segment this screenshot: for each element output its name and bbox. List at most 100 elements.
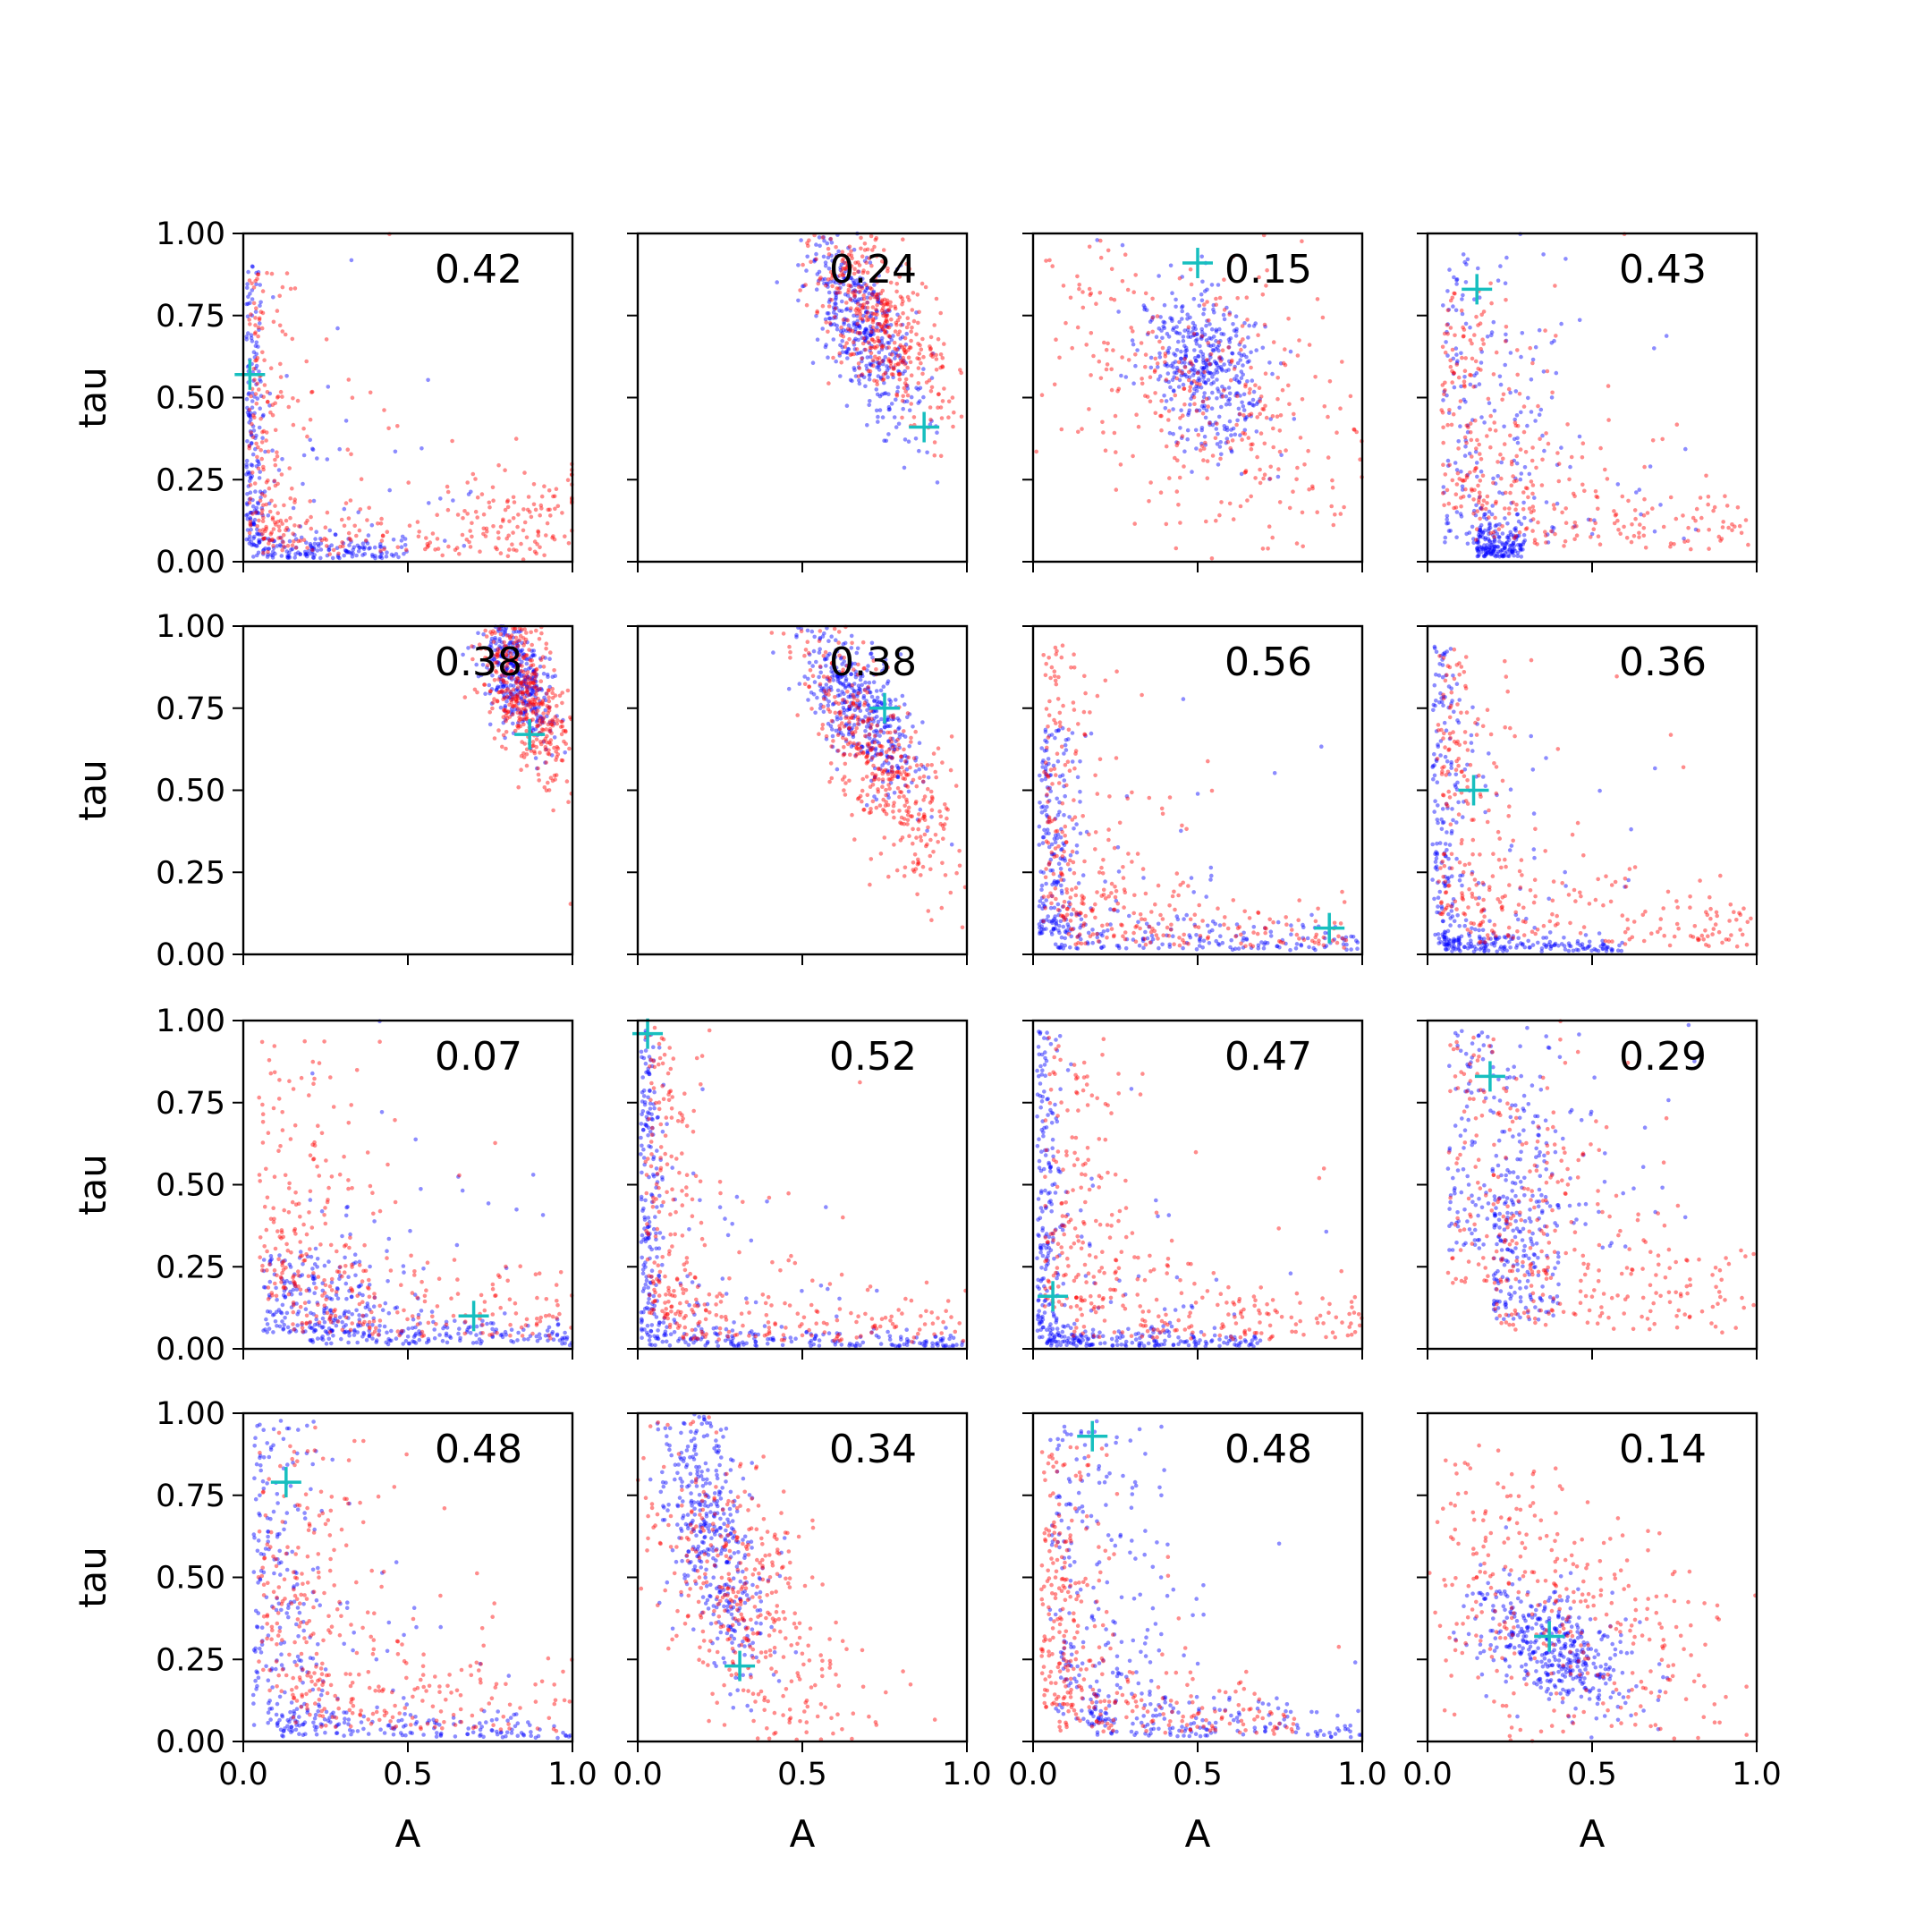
data-point-blue — [1268, 934, 1274, 938]
data-point-red — [288, 515, 292, 521]
data-point-blue — [1521, 500, 1526, 505]
data-point-red — [555, 703, 559, 708]
data-point-red — [292, 523, 297, 528]
data-point-blue — [248, 428, 253, 434]
data-point-red — [1614, 512, 1619, 517]
data-point-red — [539, 631, 544, 636]
data-point-red — [1506, 511, 1512, 516]
data-point-blue — [271, 538, 276, 544]
data-point-red — [255, 454, 259, 460]
data-point-red — [1147, 499, 1151, 504]
data-point-red — [827, 779, 832, 784]
data-point-red — [270, 537, 275, 542]
data-point-red — [865, 318, 869, 323]
data-point-blue — [251, 536, 256, 541]
data-point-red — [514, 699, 520, 704]
data-point-red — [826, 688, 832, 693]
data-point-blue — [1526, 395, 1530, 401]
data-point-blue — [1513, 526, 1518, 530]
data-point-red — [511, 530, 515, 535]
data-point-red — [1155, 361, 1160, 366]
data-point-blue — [318, 555, 323, 561]
data-point-red — [893, 304, 897, 309]
data-point-red — [538, 679, 544, 683]
data-point-red — [1208, 420, 1212, 426]
data-point-red — [894, 392, 899, 397]
data-point-red — [843, 792, 848, 797]
data-point-red — [844, 699, 849, 704]
data-point-red — [1500, 397, 1504, 402]
data-point-blue — [1462, 453, 1468, 458]
data-point-blue — [1216, 283, 1221, 287]
data-point-blue — [1188, 402, 1192, 407]
data-point-red — [547, 699, 552, 704]
data-point-red — [911, 415, 917, 419]
data-point-blue — [248, 470, 252, 475]
y-tick-label: 0.75 — [156, 691, 225, 727]
data-point-blue — [1181, 338, 1186, 343]
data-point-red — [475, 515, 479, 520]
data-point-blue — [326, 547, 332, 552]
data-point-blue — [1244, 936, 1249, 941]
data-point-red — [1348, 394, 1353, 399]
data-point-red — [1443, 380, 1447, 386]
data-point-blue — [1206, 377, 1211, 383]
data-point-blue — [1191, 296, 1197, 301]
data-point-blue — [271, 546, 276, 551]
data-point-blue — [1120, 242, 1125, 248]
data-point-blue — [272, 538, 277, 543]
data-point-blue — [254, 505, 259, 511]
data-point-red — [403, 547, 409, 552]
data-point-red — [868, 369, 873, 374]
data-point-blue — [259, 532, 264, 537]
data-point-red — [1075, 274, 1080, 279]
data-point-blue — [344, 550, 350, 555]
data-point-red — [799, 629, 804, 633]
data-point-red — [1094, 301, 1098, 307]
data-point-blue — [310, 555, 316, 560]
data-point-red — [1546, 441, 1551, 446]
data-point-blue — [1057, 809, 1062, 814]
data-point-red — [1253, 476, 1258, 480]
data-point-red — [379, 516, 384, 521]
data-point-red — [826, 381, 831, 386]
data-point-red — [273, 483, 278, 488]
data-point-blue — [823, 263, 828, 268]
data-point-red — [498, 631, 504, 637]
data-point-red — [1255, 454, 1259, 460]
data-point-red — [1446, 501, 1452, 506]
data-point-blue — [290, 547, 295, 552]
data-point-red — [851, 340, 856, 345]
data-point-red — [844, 341, 849, 345]
data-point-red — [1470, 454, 1474, 459]
data-point-blue — [503, 628, 508, 632]
y-axis-label: tau — [71, 759, 114, 821]
data-point-blue — [918, 807, 923, 812]
data-point-red — [281, 539, 285, 545]
data-point-blue — [1519, 410, 1523, 415]
data-point-red — [250, 512, 255, 516]
data-point-red — [933, 769, 937, 775]
data-point-red — [519, 711, 523, 716]
data-point-blue — [1533, 419, 1538, 423]
data-point-blue — [267, 537, 271, 541]
data-point-blue — [829, 241, 835, 245]
data-point-red — [560, 511, 564, 515]
data-point-blue — [1090, 940, 1095, 945]
data-point-blue — [1444, 340, 1448, 344]
data-point-red — [528, 510, 532, 514]
data-point-red — [473, 477, 478, 481]
data-point-red — [1462, 435, 1468, 440]
data-point-blue — [1458, 424, 1462, 428]
data-point-red — [1298, 436, 1303, 440]
data-point-red — [895, 737, 900, 742]
data-point-red — [820, 726, 825, 731]
data-point-blue — [1218, 934, 1223, 938]
data-point-red — [292, 286, 298, 291]
data-point-red — [258, 416, 263, 421]
data-point-red — [881, 323, 886, 327]
data-point-blue — [1195, 792, 1200, 796]
data-point-red — [1451, 411, 1456, 417]
data-point-red — [254, 358, 259, 363]
data-point-red — [1188, 388, 1192, 394]
